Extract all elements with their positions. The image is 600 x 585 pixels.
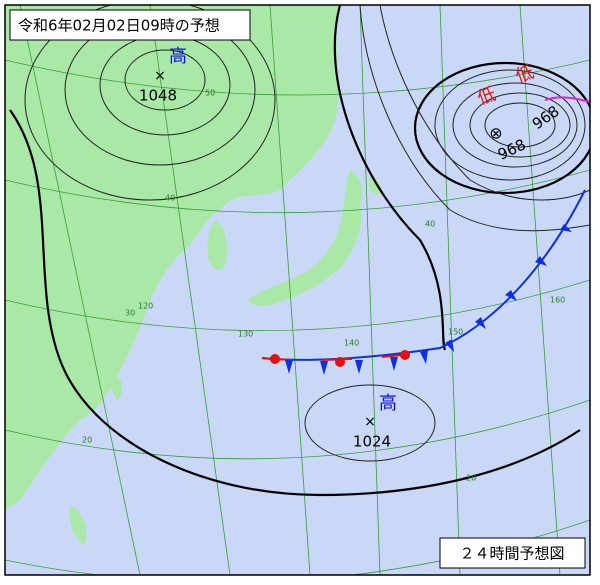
pressure-label: 1048	[139, 87, 177, 105]
grid-label: 120	[138, 302, 153, 311]
system-kind: 高	[169, 46, 187, 67]
grid-label: 40	[165, 194, 175, 203]
map-area: 50 40 40 30 20 20 120 130 140 150 160 高 …	[5, 5, 590, 575]
grid-label: 20	[466, 474, 476, 483]
grid-label: 40	[425, 220, 435, 229]
system-kind: 高	[379, 393, 397, 414]
frame	[4, 4, 591, 576]
grid-labels: 50 40 40 30 20 20 120 130 140 150 160	[82, 89, 565, 483]
grid-label: 130	[238, 330, 253, 339]
continent	[5, 5, 340, 510]
footer-box	[439, 537, 586, 569]
footer-label: ２４時間予想図	[459, 545, 564, 563]
hokkaido	[368, 175, 382, 195]
grid-label: 50	[205, 89, 215, 98]
graticule	[5, 5, 590, 575]
center-mark: ×	[154, 68, 166, 84]
japan	[248, 170, 362, 306]
grid-label: 20	[82, 436, 92, 445]
grid-label: 30	[125, 309, 135, 318]
philippines	[69, 505, 87, 545]
front	[261, 96, 590, 375]
title-box	[9, 9, 251, 41]
taiwan	[112, 375, 122, 400]
grid-label: 160	[550, 296, 565, 305]
center-mark: ⊗	[489, 124, 502, 143]
grid-label: 140	[344, 339, 359, 348]
center-mark: ×	[364, 414, 376, 430]
title: 令和6年02月02日09時の予想	[18, 17, 220, 35]
korea	[207, 220, 227, 271]
pressure-label: 1024	[353, 433, 391, 451]
grid-label: 150	[448, 328, 463, 337]
